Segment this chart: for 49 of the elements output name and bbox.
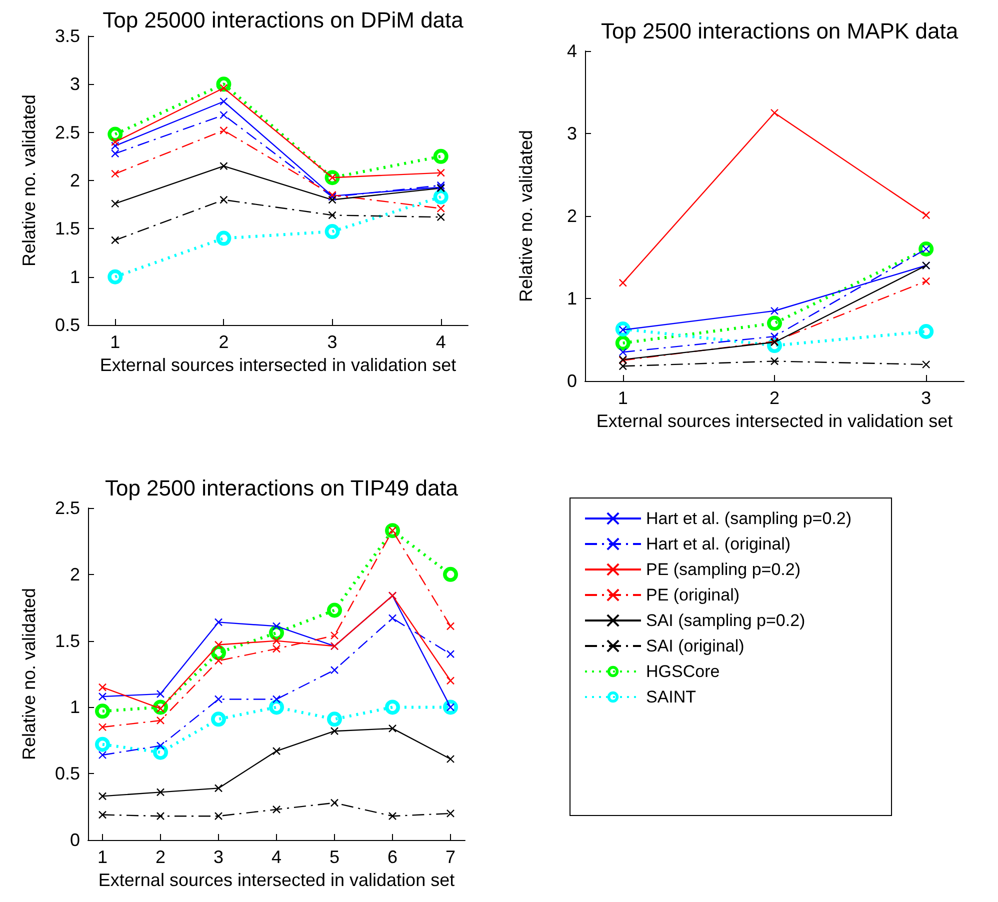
x-tick-label: 4: [436, 332, 446, 352]
x-tick-label: 1: [97, 847, 108, 867]
y-tick-label: 0: [566, 371, 577, 391]
y-tick-label: 1: [70, 697, 80, 718]
legend-label: Hart et al. (sampling p=0.2): [646, 509, 852, 528]
y-tick-label: 1: [566, 288, 577, 308]
y-tick-label: 1.5: [54, 630, 80, 651]
y-axis-title: Relative no. validated: [19, 588, 39, 760]
y-tick-label: 2.5: [54, 122, 80, 142]
x-tick-label: 3: [213, 847, 224, 867]
y-tick-label: 0.5: [54, 764, 80, 784]
y-tick-label: 2: [566, 206, 577, 226]
y-tick-label: 1.5: [54, 218, 80, 239]
y-tick-label: 2: [70, 564, 80, 584]
x-axis-title: External sources intersected in validation set: [100, 354, 456, 375]
y-tick-label: 0: [70, 830, 80, 850]
legend-label: PE (sampling p=0.2): [646, 560, 800, 579]
x-tick-label: 2: [218, 332, 229, 352]
y-axis-title: Relative no. validated: [19, 94, 39, 267]
y-tick-label: 4: [566, 41, 577, 61]
x-tick-label: 4: [271, 847, 282, 867]
chart-title: Top 2500 interactions on MAPK data: [600, 18, 959, 44]
legend-label: HGSCore: [646, 662, 720, 681]
y-tick-label: 0.5: [54, 315, 80, 335]
legend-label: SAINT: [646, 688, 696, 706]
x-tick-label: 1: [618, 388, 628, 408]
x-axis-title: External sources intersected in validation set: [98, 870, 455, 890]
legend-label: SAI (original): [646, 636, 744, 656]
x-axis-title: External sources intersected in validation set: [596, 410, 953, 431]
x-tick-label: 5: [329, 847, 340, 867]
legend-label: SAI (sampling p=0.2): [646, 611, 806, 630]
x-tick-label: 3: [921, 388, 932, 408]
legend-label: PE (original): [646, 586, 740, 604]
y-tick-label: 2.5: [54, 498, 80, 518]
y-axis-title: Relative no. validated: [516, 130, 536, 302]
y-tick-label: 3.5: [54, 26, 80, 46]
x-tick-label: 7: [445, 847, 456, 867]
x-tick-label: 1: [110, 332, 120, 352]
x-tick-label: 3: [327, 332, 338, 352]
x-tick-label: 2: [155, 847, 166, 867]
y-tick-label: 2: [70, 170, 80, 190]
x-tick-label: 6: [387, 847, 398, 867]
chart-title: Top 25000 interactions on DPiM data: [102, 8, 464, 32]
y-tick-label: 3: [70, 74, 80, 94]
y-tick-label: 1: [70, 266, 80, 287]
x-tick-label: 2: [769, 388, 780, 408]
y-tick-label: 3: [566, 124, 577, 144]
legend-label: Hart et al. (original): [646, 534, 791, 554]
chart-title: Top 2500 interactions on TIP49 data: [104, 476, 459, 500]
